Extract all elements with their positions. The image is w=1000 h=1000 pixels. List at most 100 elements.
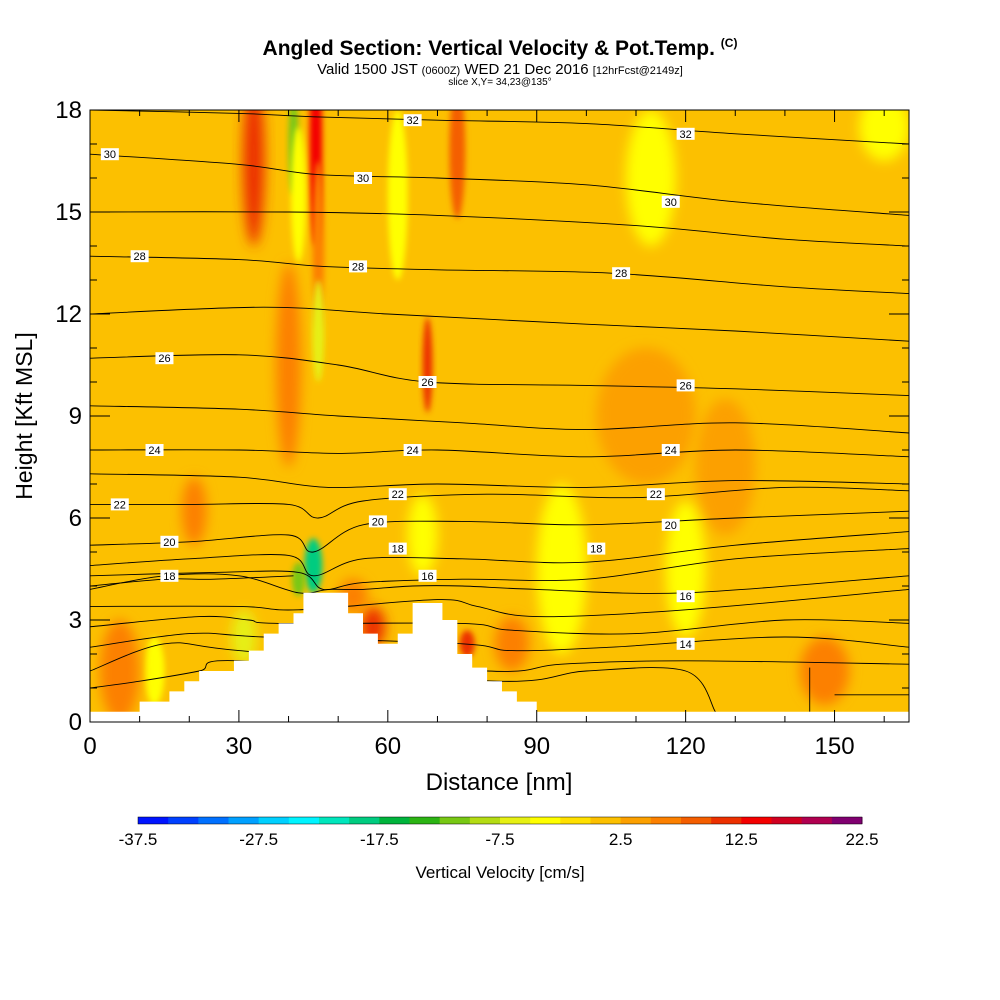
isentrope-label-box: [368, 515, 387, 528]
velocity-cell: [304, 538, 323, 593]
velocity-cell: [99, 620, 140, 722]
colorbar-swatch: [681, 817, 712, 824]
isentrope-label: 28: [134, 251, 146, 263]
colorbar: -37.5 -27.5 -17.5 -7.5 2.5 12.5 22.5: [119, 816, 879, 849]
isentrope-label: 24: [665, 445, 677, 457]
isentrope-label-box: [418, 569, 437, 582]
isentrope-label: 14: [680, 639, 692, 651]
x-tick-label: 120: [666, 733, 706, 760]
isentrope-label: 18: [590, 544, 602, 556]
colorbar-swatch: [469, 817, 501, 824]
isentrope-label-box: [676, 127, 695, 140]
x-tick-label: 90: [523, 733, 550, 760]
isentrope-label-box: [160, 569, 179, 582]
isentrope-line: [90, 575, 294, 587]
isentrope-label: 22: [114, 499, 126, 511]
colorbar-swatch: [711, 817, 742, 824]
isentrope-label: 18: [163, 571, 175, 583]
isentrope-line: [90, 486, 909, 519]
isentrope-label-box: [612, 267, 631, 280]
colorbar-tick-label: -27.5: [239, 830, 278, 849]
velocity-cell: [181, 477, 207, 546]
isentrope-label-box: [388, 488, 407, 501]
isentrope-label: 22: [650, 489, 662, 501]
slice-label: slice X,Y= 34,23@135°: [448, 77, 552, 88]
colorbar-tick-label: -37.5: [119, 830, 158, 849]
colorbar-swatch: [168, 817, 199, 824]
colorbar-swatch: [439, 817, 471, 824]
isentrope-label-box: [676, 590, 695, 603]
isentrope-label: 32: [407, 115, 419, 127]
velocity-cell: [276, 263, 301, 467]
y-tick-label: 3: [69, 607, 82, 634]
isentrope-label: 24: [407, 445, 419, 457]
x-tick-label: 30: [226, 733, 253, 760]
isentrope-label-box: [661, 444, 680, 456]
isentrope-line: [90, 354, 909, 397]
isentrope-label-box: [646, 488, 665, 501]
isentrope-label-box: [403, 114, 422, 127]
axes: 0 30 60 90 120 150 0 3 6 9 12 15 18: [55, 97, 909, 760]
velocity-cell: [422, 317, 433, 413]
isentrope-label-box: [354, 172, 372, 184]
colorbar-tick-label: 12.5: [725, 830, 758, 849]
velocity-cell: [291, 127, 306, 263]
isentrope-label-box: [676, 379, 695, 392]
colorbar-tick-label: -7.5: [485, 830, 514, 849]
colorbar-swatch: [349, 817, 380, 824]
velocity-field: [99, 110, 909, 722]
y-axis-label: Height [Kft MSL]: [11, 332, 37, 499]
colorbar-swatch: [319, 817, 350, 824]
colorbar-swatch: [228, 817, 260, 824]
y-tick-label: 0: [69, 709, 82, 736]
isentrope-label-box: [661, 195, 680, 208]
colorbar-swatch: [500, 817, 531, 824]
isentrope-label: 30: [665, 197, 677, 209]
x-axis-label: Distance [nm]: [426, 769, 573, 796]
isentrope-line: [90, 510, 909, 553]
colorbar-title: Vertical Velocity [cm/s]: [415, 863, 585, 882]
isentrope-label: 20: [372, 516, 384, 528]
velocity-cell: [144, 637, 165, 705]
isentrope-label-box: [418, 376, 437, 388]
isentrope-line: [90, 642, 909, 672]
isentrope-line: [90, 306, 909, 342]
isentrope-line: [90, 573, 909, 594]
isentrope-label: 26: [158, 353, 170, 365]
colorbar-swatch: [771, 817, 803, 824]
velocity-cell: [312, 280, 325, 382]
velocity-cell: [292, 562, 305, 597]
colorbar-swatch: [620, 817, 652, 824]
isentrope-label: 18: [392, 544, 404, 556]
velocity-cell: [494, 616, 530, 671]
colorbar-tick-label: -17.5: [360, 830, 399, 849]
isentrope-label: 28: [352, 261, 364, 273]
isentrope-line: [90, 473, 909, 489]
x-tick-label: 0: [83, 733, 96, 760]
velocity-cell: [596, 348, 696, 484]
y-tick-label: 9: [69, 403, 82, 430]
colorbar-swatch: [258, 817, 290, 824]
y-tick-label: 12: [55, 301, 82, 328]
isentrope-label-box: [160, 535, 179, 548]
isentrope-label-box: [110, 498, 129, 511]
colorbar-swatch: [198, 817, 229, 824]
y-tick-label: 6: [69, 505, 82, 532]
isentrope-label: 26: [680, 380, 692, 392]
velocity-cell: [799, 637, 850, 705]
isentrope-line: [90, 632, 909, 652]
isentrope-line: [90, 153, 909, 216]
colorbar-swatch: [741, 817, 772, 824]
velocity-cell: [665, 501, 706, 637]
velocity-cell: [242, 110, 265, 246]
colorbar-swatch: [138, 817, 169, 824]
colorbar-swatch: [560, 817, 591, 824]
isentrope-label: 16: [421, 571, 433, 583]
valid-utc: (0600Z): [421, 65, 461, 77]
terrain: [90, 592, 909, 722]
isentrope-label: 26: [421, 377, 433, 389]
isentrope-label-box: [130, 250, 149, 263]
colorbar-tick-label: 22.5: [845, 830, 878, 849]
forecast-tag: [12hrFcst@2149z]: [592, 65, 683, 77]
